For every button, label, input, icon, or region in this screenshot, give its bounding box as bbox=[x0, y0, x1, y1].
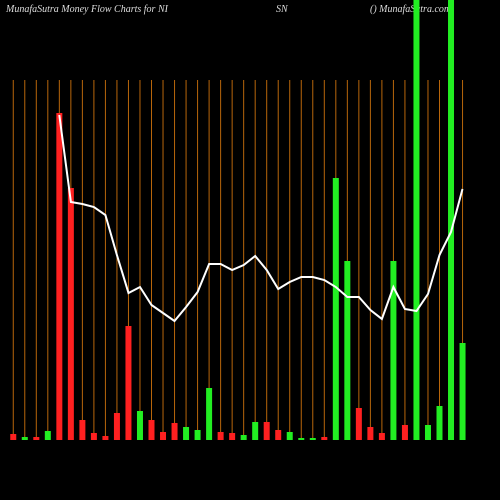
bar bbox=[160, 432, 167, 440]
bar bbox=[102, 436, 109, 440]
chart-subtitle: SN bbox=[276, 4, 289, 15]
bar bbox=[33, 437, 40, 440]
bar bbox=[67, 188, 74, 440]
bar bbox=[136, 411, 143, 440]
bar bbox=[321, 437, 328, 440]
bar bbox=[344, 261, 351, 440]
bar bbox=[171, 423, 178, 440]
bar bbox=[240, 435, 247, 440]
bar bbox=[194, 430, 201, 440]
bar bbox=[367, 427, 374, 440]
bar bbox=[206, 388, 213, 440]
bar bbox=[21, 437, 28, 440]
bar bbox=[56, 113, 63, 440]
bar bbox=[448, 0, 455, 440]
bar bbox=[378, 433, 385, 440]
bar bbox=[252, 422, 259, 440]
bar bbox=[401, 425, 408, 440]
bar bbox=[275, 430, 282, 440]
bar bbox=[183, 427, 190, 440]
bar bbox=[286, 432, 293, 440]
bar bbox=[355, 408, 362, 440]
bar bbox=[229, 433, 236, 440]
bar bbox=[263, 422, 270, 440]
chart-title: MunafaSutra Money Flow Charts for NI bbox=[5, 4, 169, 15]
bar bbox=[309, 438, 316, 440]
bar bbox=[436, 406, 443, 440]
bar bbox=[390, 261, 397, 440]
bar bbox=[424, 425, 431, 440]
bar bbox=[332, 178, 339, 440]
bar bbox=[298, 438, 305, 440]
source: () MunafaSutra.com bbox=[370, 4, 451, 15]
bar bbox=[79, 420, 86, 440]
bar bbox=[113, 413, 120, 440]
money-flow-line bbox=[58, 114, 464, 323]
bar bbox=[125, 326, 132, 440]
bar bbox=[148, 420, 155, 440]
bar bbox=[44, 431, 51, 440]
bar bbox=[10, 434, 17, 440]
bar bbox=[217, 432, 224, 440]
bar bbox=[413, 0, 420, 440]
bar bbox=[459, 343, 466, 440]
bar bbox=[90, 433, 97, 440]
